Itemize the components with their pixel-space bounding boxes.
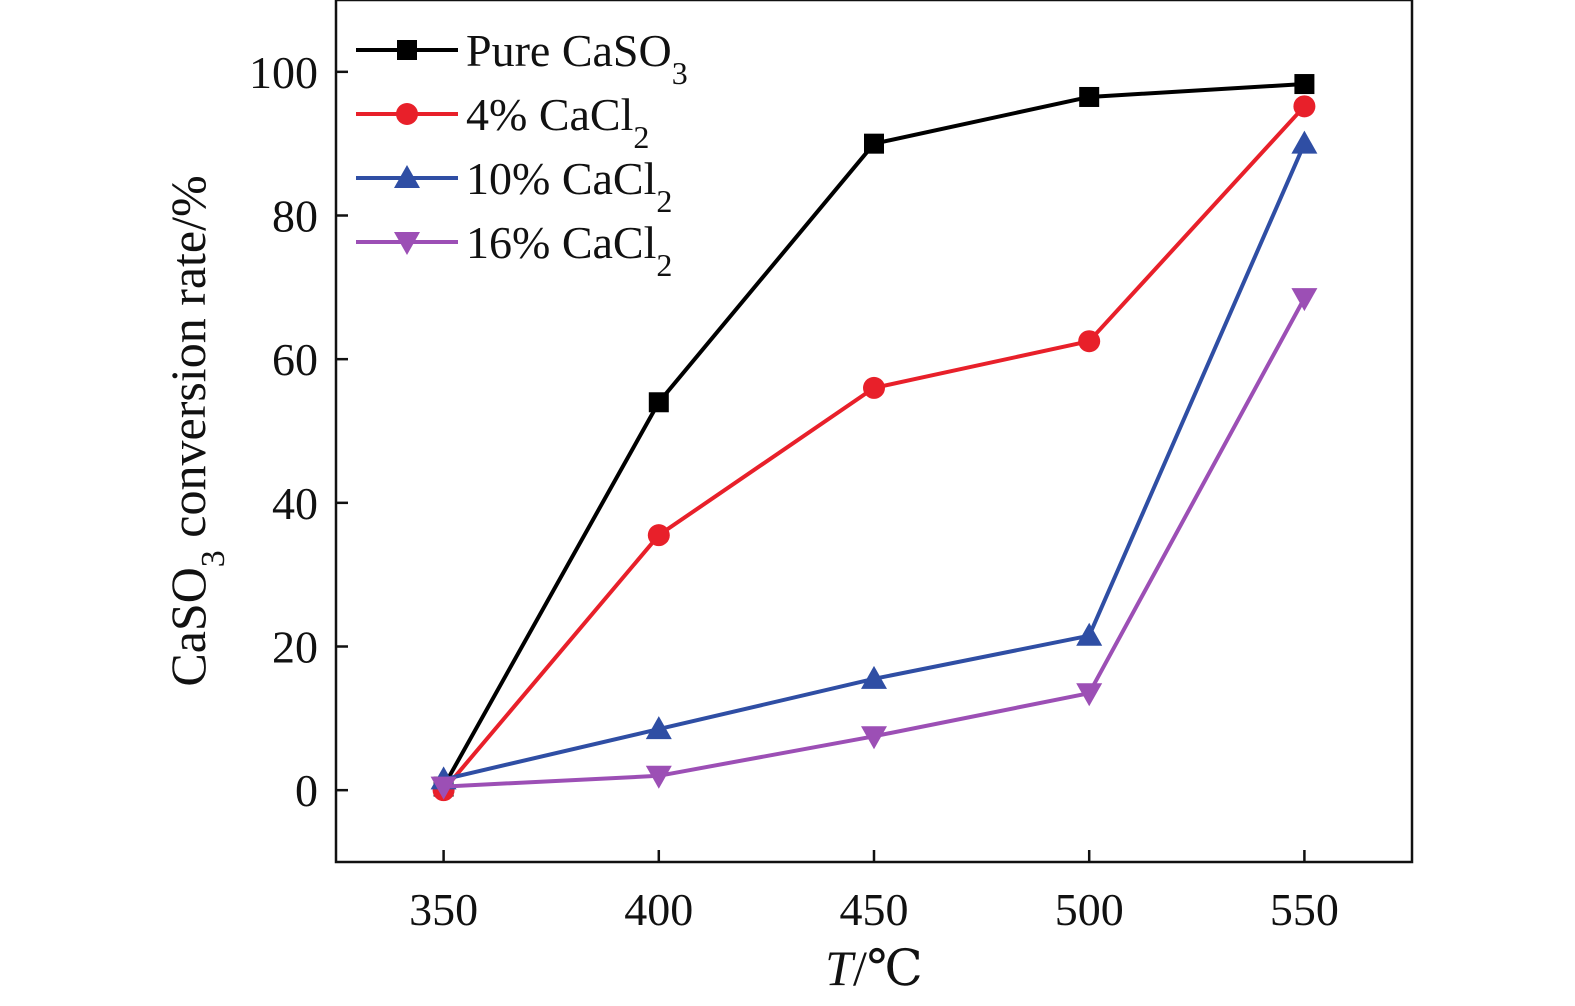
- legend-item: 10% CaCl2: [356, 153, 672, 219]
- x-tick-label: 500: [1055, 884, 1124, 935]
- legend-marker: [394, 165, 420, 188]
- y-axis-title-pre: CaSO: [160, 567, 216, 686]
- x-axis-title-unit: /℃: [853, 940, 923, 996]
- data-point: [1079, 86, 1100, 107]
- data-point: [1293, 95, 1316, 118]
- legend-label: 4% CaCl2: [466, 89, 649, 155]
- y-tick-label: 20: [272, 622, 318, 673]
- legend-label-main: 10% CaCl: [466, 153, 656, 204]
- legend-label: 16% CaCl2: [466, 217, 672, 283]
- legend-item: 16% CaCl2: [356, 217, 672, 283]
- legend-marker: [397, 40, 417, 60]
- data-point: [1294, 74, 1315, 95]
- legend-marker: [394, 232, 420, 255]
- legend-label-main: 4% CaCl: [466, 89, 633, 140]
- y-axis-title-sub: 3: [195, 550, 232, 567]
- series-line: [443, 297, 1307, 789]
- y-axis-title: CaSO3 conversion rate/%: [160, 175, 232, 686]
- series-3: [430, 288, 1318, 800]
- data-point: [1076, 622, 1103, 646]
- legend-label: 10% CaCl2: [466, 153, 672, 219]
- data-point: [1078, 330, 1101, 353]
- legend-item: 4% CaCl2: [356, 89, 649, 155]
- x-tick-label: 450: [840, 884, 909, 935]
- legend-label-sub: 2: [633, 119, 649, 155]
- y-tick-label: 60: [272, 334, 318, 385]
- x-tick-label: 400: [624, 884, 693, 935]
- data-point: [648, 392, 669, 413]
- x-axis-title: T/℃: [825, 940, 923, 996]
- data-point: [861, 726, 887, 750]
- x-axis-title-symbol: T: [825, 940, 856, 996]
- data-point: [645, 765, 672, 789]
- x-axis-ticks: 350 400 450 500 550: [409, 850, 1339, 935]
- legend-item: Pure CaSO3: [356, 25, 688, 91]
- legend-label-sub: 2: [656, 247, 672, 283]
- x-tick-label: 550: [1270, 884, 1339, 935]
- y-axis-title-post: conversion rate/%: [160, 175, 216, 550]
- series-layer: [430, 74, 1318, 802]
- data-point: [645, 716, 672, 740]
- data-point: [861, 665, 887, 689]
- data-point: [864, 133, 884, 154]
- data-point: [863, 376, 885, 399]
- y-tick-label: 0: [295, 765, 318, 816]
- y-tick-label: 80: [272, 191, 318, 242]
- data-point: [647, 524, 670, 547]
- legend-label-main: Pure CaSO: [466, 25, 672, 76]
- data-point: [1291, 130, 1318, 154]
- y-tick-label: 40: [272, 478, 318, 529]
- y-axis-ticks: 0 20 40 60 80 100: [249, 47, 348, 816]
- legend-label-main: 16% CaCl: [466, 217, 656, 268]
- data-point: [430, 776, 457, 800]
- x-tick-label: 350: [409, 884, 478, 935]
- y-tick-label: 100: [249, 47, 318, 98]
- data-point: [1076, 683, 1103, 707]
- data-point: [1291, 288, 1318, 312]
- legend-label-sub: 2: [656, 183, 672, 219]
- legend-marker: [396, 103, 418, 125]
- legend-label: Pure CaSO3: [466, 25, 688, 91]
- legend-label-sub: 3: [672, 55, 688, 91]
